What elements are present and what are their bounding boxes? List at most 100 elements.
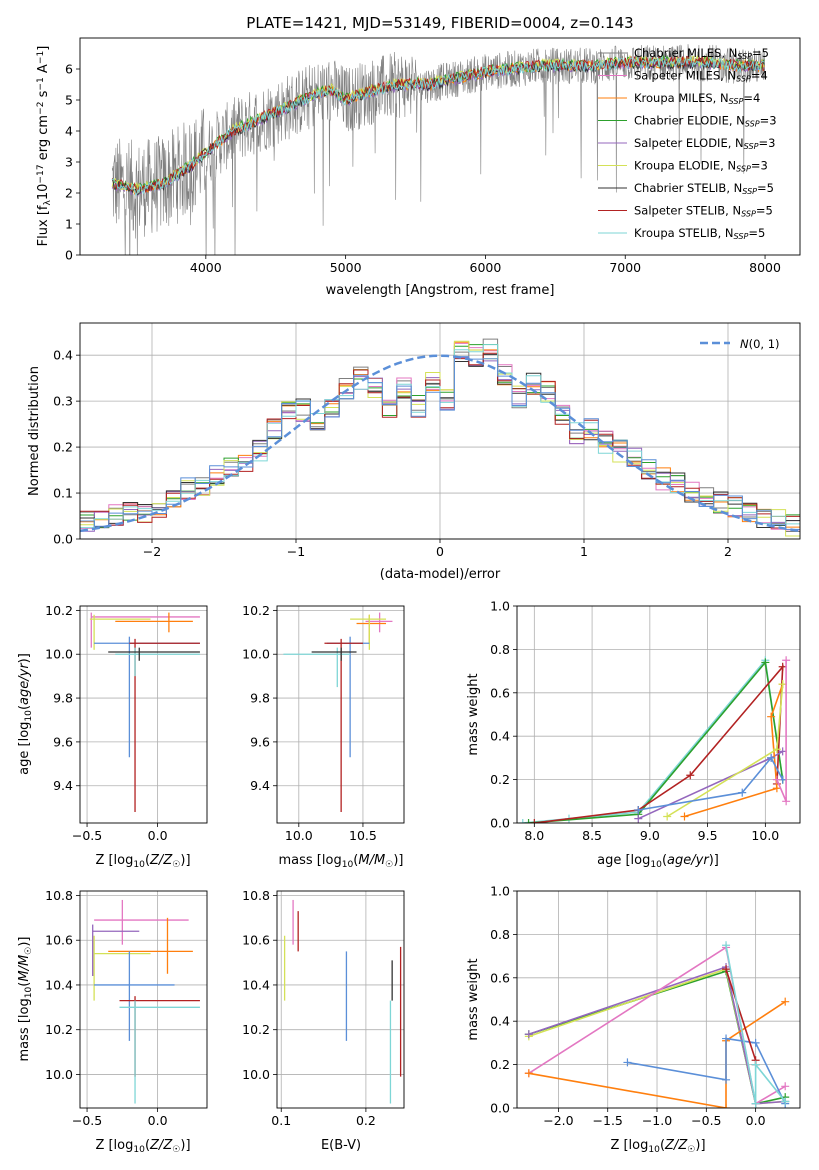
- weight-marker: [722, 941, 731, 950]
- plot-area-age_vs_Z: [89, 612, 200, 813]
- y-tick-label: 0.2: [490, 772, 510, 787]
- y-tick-label: 10.2: [242, 1022, 270, 1037]
- plot-area-residuals: [80, 338, 800, 539]
- x-tick-label: −1.5: [593, 1113, 623, 1128]
- y-tick-label: 10.2: [242, 603, 270, 618]
- x-axis-label-weight-vs-age: age [log10(age/yr)]: [597, 853, 719, 870]
- weight-marker: [772, 745, 781, 754]
- plot-area-weight_vs_Z: [524, 941, 790, 1108]
- error-point: [119, 996, 200, 1077]
- weight-marker: [663, 812, 672, 821]
- y-tick-label: 9.6: [53, 734, 73, 749]
- legend-entry: Kroupa ELODIE, NSSP=3: [634, 159, 768, 174]
- weight-marker: [518, 819, 527, 823]
- legend-entry: Salpeter STELIB, NSSP=5: [634, 204, 773, 219]
- grid-weight_vs_Z: [517, 890, 800, 1109]
- x-tick-label: 10.0: [285, 828, 313, 843]
- histogram-gaussian: [80, 356, 800, 539]
- error-point: [89, 614, 151, 650]
- legend-entry: Chabrier MILES, NSSP=5: [634, 46, 769, 61]
- error-point: [350, 614, 387, 650]
- error-point: [93, 935, 151, 1001]
- y-tick-label: 0.4: [53, 348, 73, 363]
- weight-marker: [751, 1038, 760, 1047]
- plot-area-age_vs_mass: [283, 612, 393, 813]
- axes-weight_vs_age: 8.0 8.5 9.0 9.5 10.0 0.0 0.2 0.4 0.6 0.8 1.0: [490, 599, 801, 843]
- error-point: [119, 1000, 200, 1104]
- figure-title: PLATE=1421, MJD=53149, FIBERID=0004, z=0…: [246, 14, 633, 32]
- y-axis-label-spectrum: Flux [fλ10−17 erg cm−2 s−1 A−1]: [36, 46, 53, 247]
- y-tick-label: 0.2: [490, 1057, 510, 1072]
- x-tick-label: 0.2: [356, 1113, 376, 1128]
- y-tick-label: 0: [65, 248, 73, 263]
- legend-entry: Chabrier STELIB, NSSP=5: [634, 181, 774, 196]
- x-tick-label: −2: [143, 544, 161, 559]
- y-axis-label-mass-vs-Z: mass [log10(M/M☉)]: [17, 937, 34, 1062]
- axes-weight_vs_Z: −2.0 −1.5 −1.0 −0.5 0.0 0.0 0.2 0.4 0.6 0.8 1.0: [490, 884, 801, 1128]
- y-axis-label-residuals: Normed distribution: [27, 366, 42, 496]
- x-tick-label: 8.0: [524, 828, 544, 843]
- weight-marker: [751, 1099, 760, 1108]
- legend-entry: Chabrier ELODIE, NSSP=3: [634, 114, 777, 129]
- weight-marker: [781, 1082, 790, 1091]
- weight-marker: [722, 1034, 731, 1043]
- x-tick-label: 6000: [470, 260, 502, 275]
- y-tick-label: 10.0: [45, 1067, 73, 1082]
- legend-residuals: N(0, 1): [700, 337, 780, 351]
- x-axis-label-mass-vs-Z: Z [log10(Z/Z☉)]: [95, 1138, 190, 1155]
- y-tick-label: 0.0: [490, 816, 510, 831]
- y-tick-label: 10.2: [45, 603, 73, 618]
- y-axis-label-weight_vs_age: mass weight: [466, 673, 481, 755]
- y-tick-label: 3: [65, 155, 73, 170]
- x-tick-label: 0.1: [271, 1113, 291, 1128]
- y-tick-label: 9.8: [250, 691, 270, 706]
- y-tick-label: 6: [65, 62, 73, 77]
- y-tick-label: 0.2: [53, 440, 73, 455]
- plot-area-mass_vs_ebv: [283, 899, 402, 1104]
- legend-entry: N(0, 1): [740, 337, 780, 351]
- legend-entry: Kroupa STELIB, NSSP=5: [634, 226, 765, 241]
- weight-marker: [761, 658, 770, 667]
- y-tick-label: 9.4: [53, 778, 73, 793]
- axes-spectrum: 4000 5000 6000 7000 8000 0 1 2 3 4 5 6: [65, 37, 801, 275]
- gaussian-curve: [80, 354, 800, 533]
- x-tick-label: −0.5: [72, 828, 102, 843]
- weight-marker: [634, 814, 643, 823]
- model-line-kroupa_stelib: [111, 56, 765, 196]
- axes-frame: [79, 37, 801, 256]
- y-tick-label: 5: [65, 93, 73, 108]
- weight-marker: [524, 1030, 533, 1039]
- axes-frame: [516, 890, 801, 1109]
- weight-series-line: [725, 945, 786, 1104]
- error-point: [108, 917, 193, 974]
- model-line-kroupa_elodie: [111, 54, 765, 194]
- legend-entry: Salpeter ELODIE, NSSP=3: [634, 136, 775, 151]
- y-tick-label: 10.4: [242, 977, 270, 992]
- y-tick-label: 10.0: [45, 647, 73, 662]
- weight-marker: [623, 1058, 632, 1067]
- weight-marker: [772, 775, 781, 784]
- weight-series-line: [528, 660, 784, 823]
- x-axis-label-spectrum: wavelength [Angstrom, rest frame]: [326, 283, 555, 298]
- x-tick-label: 9.5: [698, 828, 718, 843]
- weight-marker: [686, 771, 695, 780]
- error-point: [115, 612, 193, 633]
- x-axis-label-age-vs-Z: Z [log10(Z/Z☉)]: [95, 853, 190, 870]
- error-point: [94, 951, 175, 1041]
- x-tick-label: 8.5: [582, 828, 602, 843]
- legend-entry: Salpeter MILES, NSSP=4: [634, 69, 768, 84]
- x-axis-label-weight-vs-Z: Z [log10(Z/Z☉)]: [610, 1138, 705, 1155]
- x-tick-label: −0.5: [72, 1113, 102, 1128]
- y-tick-label: 10.6: [242, 933, 270, 948]
- y-tick-label: 0.8: [490, 642, 510, 657]
- x-tick-label: −1: [287, 544, 305, 559]
- y-axis-label-weight_vs_Z: mass weight: [466, 958, 481, 1040]
- y-tick-label: 9.8: [53, 691, 73, 706]
- weight-marker: [751, 1060, 760, 1069]
- y-axis-label-age-vs-Z: age [log10(age/yr)]: [17, 653, 34, 775]
- weight-marker: [722, 1104, 731, 1108]
- axes-frame: [516, 605, 801, 824]
- y-tick-label: 1.0: [490, 599, 510, 614]
- axes-frame: [276, 605, 405, 824]
- axes-frame: [79, 890, 208, 1109]
